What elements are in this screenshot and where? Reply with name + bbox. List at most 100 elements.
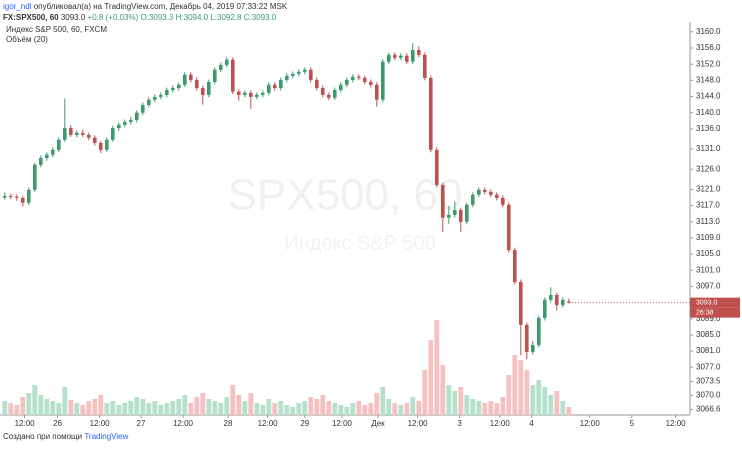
candle-body	[549, 294, 553, 300]
candle-body	[279, 79, 283, 89]
candle-body	[543, 299, 547, 318]
x-tick-label: 5	[630, 419, 635, 428]
candle-body	[339, 84, 343, 91]
volume-bar	[56, 403, 62, 415]
footer-brand[interactable]: TradingView	[84, 432, 128, 441]
candle-body	[33, 164, 37, 190]
candle-body	[39, 157, 43, 165]
volume-bar	[284, 405, 290, 415]
candle-body	[369, 81, 373, 85]
candle-body	[327, 94, 331, 98]
candle-body	[267, 84, 271, 93]
candle-body	[483, 189, 487, 192]
volume-bar	[410, 397, 416, 415]
candle-body	[345, 79, 349, 85]
candle-body	[435, 149, 439, 186]
y-tick-label: 3140.0	[696, 108, 721, 117]
close: C:3093.0	[244, 13, 277, 22]
candle-body	[417, 50, 421, 55]
x-tick-label: 12:00	[666, 419, 687, 428]
volume-bar	[194, 397, 200, 415]
volume-bar	[434, 320, 440, 415]
volume-bar	[182, 395, 188, 415]
candle-body	[213, 69, 217, 82]
y-tick-label: 3126.0	[696, 164, 721, 173]
candle-body	[567, 301, 571, 303]
candle-body	[441, 185, 445, 218]
volume-bar	[116, 405, 122, 415]
candle-body	[453, 210, 457, 215]
candle-body	[237, 91, 241, 95]
candle-body	[255, 94, 259, 97]
y-tick-label: 3144.0	[696, 92, 721, 101]
volume-bar	[470, 399, 476, 415]
candle-body	[27, 189, 31, 203]
x-tick-label: 28	[224, 419, 233, 428]
candle-body	[261, 92, 265, 95]
timer-badge	[690, 307, 740, 318]
y-tick-label: 3066.6	[696, 404, 721, 413]
volume-bar	[242, 401, 248, 415]
volume-bar	[80, 405, 86, 415]
candle-body	[93, 137, 97, 143]
candle-body	[375, 84, 379, 100]
candle-body	[555, 294, 559, 306]
footer: Создано при помощи TradingView	[3, 432, 129, 441]
x-tick-label: 12:00	[173, 419, 194, 428]
author[interactable]: igor_ndl	[3, 2, 32, 11]
volume-bar	[566, 407, 572, 415]
candle-body	[153, 96, 157, 100]
x-tick-label: 12:00	[490, 419, 511, 428]
change: +0.8 (+0.03%)	[88, 13, 139, 22]
candle-body	[297, 71, 301, 74]
volume-bar	[104, 403, 110, 415]
candle-body	[519, 282, 523, 325]
x-tick-label: 4	[529, 419, 534, 428]
candle-body	[117, 124, 121, 129]
candle-body	[537, 317, 541, 346]
candle-body	[63, 128, 67, 140]
volume-bar	[128, 401, 134, 415]
candle-body	[219, 64, 223, 70]
candle-body	[87, 134, 91, 138]
volume-bar	[464, 395, 470, 415]
candle-body	[135, 112, 139, 120]
volume-bar	[350, 403, 356, 415]
candle-body	[57, 139, 61, 150]
y-tick-label: 3081.0	[696, 346, 721, 355]
candle-body	[201, 88, 205, 95]
volume-bar	[230, 385, 236, 415]
candle-body	[129, 119, 133, 122]
candle-body	[513, 250, 517, 283]
y-tick-label: 3109.0	[696, 233, 721, 242]
candle-body	[141, 104, 145, 113]
y-tick-label: 3097.0	[696, 282, 721, 291]
candle-body	[9, 195, 13, 197]
volume-bar	[290, 407, 296, 415]
candle-body	[111, 128, 115, 140]
volume-bar	[86, 401, 92, 415]
low: L:3092.8	[210, 13, 242, 22]
candle-body	[489, 191, 493, 195]
candle-body	[183, 74, 187, 85]
candle-body	[21, 197, 25, 203]
y-tick-label: 3160.0	[696, 27, 721, 36]
volume-bar	[212, 401, 218, 415]
candle-body	[195, 79, 199, 89]
volume-bar	[146, 403, 152, 415]
x-tick-label: 26	[53, 419, 62, 428]
candle-body	[429, 77, 433, 150]
volume-bar	[428, 340, 434, 415]
volume-bar	[302, 401, 308, 415]
high: H:3094.0	[176, 13, 209, 22]
watermark-sub: Индекс S&P 500	[284, 232, 435, 254]
y-tick-label: 3070.0	[696, 391, 721, 400]
y-tick-label: 3113.0	[696, 217, 720, 226]
candle-body	[459, 210, 463, 222]
volume-bar	[62, 387, 68, 415]
footer-text: Создано при помощи	[3, 432, 82, 441]
price-label: 3093.0	[696, 299, 718, 306]
y-tick-label: 3089.0	[696, 314, 721, 323]
candle-body	[363, 77, 367, 82]
volume-bar	[344, 407, 350, 415]
